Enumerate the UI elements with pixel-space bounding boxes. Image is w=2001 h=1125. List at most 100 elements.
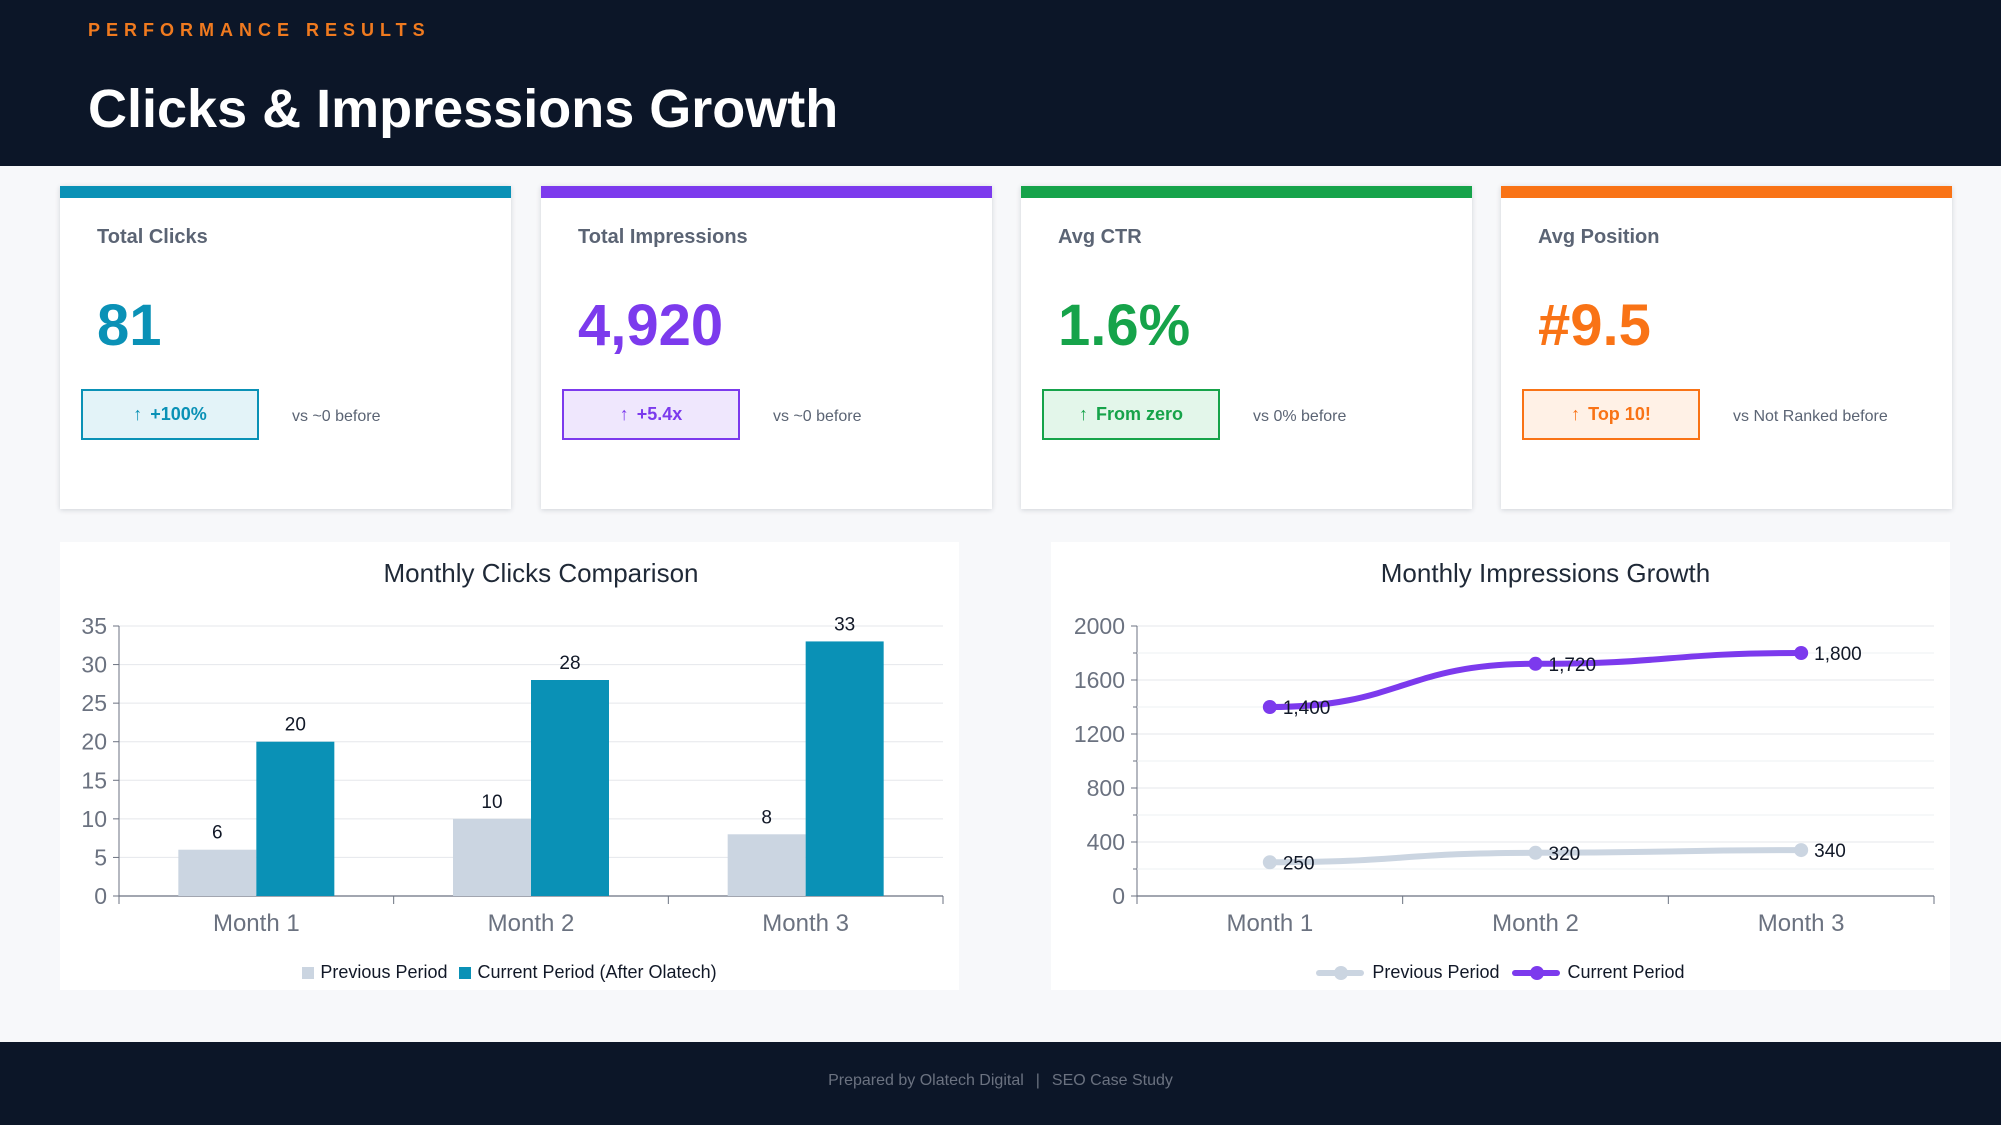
legend-label: Previous Period bbox=[1372, 962, 1500, 982]
data-label: 6 bbox=[212, 823, 223, 844]
change-badge: ↑ +100% bbox=[81, 389, 259, 440]
chart-title: Monthly Clicks Comparison bbox=[384, 558, 699, 588]
y-tick-label: 20 bbox=[81, 729, 107, 755]
section-eyebrow: PERFORMANCE RESULTS bbox=[88, 20, 431, 40]
bar bbox=[178, 849, 257, 896]
card-accent-bar bbox=[1501, 186, 1952, 198]
x-tick-label: Month 2 bbox=[1492, 910, 1579, 937]
change-badge: ↑ Top 10! bbox=[1522, 389, 1700, 440]
data-label: 250 bbox=[1283, 853, 1315, 874]
metric-label: Avg Position bbox=[1538, 226, 1660, 248]
comparison-note: vs ~0 before bbox=[292, 408, 381, 425]
card-accent-bar bbox=[1021, 186, 1472, 198]
legend-item-current: Current Period (After Olatech) bbox=[459, 962, 717, 983]
metric-card-impressions: Total Impressions 4,920 ↑ +5.4x vs ~0 bef… bbox=[541, 186, 992, 509]
legend-item-previous: Previous Period bbox=[1316, 962, 1500, 983]
chart-legend: Previous Period Current Period bbox=[1051, 962, 1950, 983]
metric-card-ctr: Avg CTR 1.6% ↑ From zero vs 0% before bbox=[1021, 186, 1472, 509]
y-tick-label: 400 bbox=[1087, 829, 1125, 855]
x-tick-label: Month 3 bbox=[1758, 910, 1845, 937]
metric-label: Total Clicks bbox=[97, 226, 208, 248]
x-tick-label: Month 3 bbox=[762, 910, 849, 937]
comparison-note: vs 0% before bbox=[1253, 408, 1347, 425]
chart-legend: Previous Period Current Period (After Ol… bbox=[60, 962, 959, 983]
y-tick-label: 800 bbox=[1087, 775, 1125, 801]
footer-text: Prepared by Olatech Digital | SEO Case Stu… bbox=[0, 1072, 2001, 1090]
impressions-chart-panel: Monthly Impressions Growth 0 400 800 1200 160… bbox=[1051, 542, 1950, 990]
data-label: 20 bbox=[285, 715, 306, 736]
comparison-note: vs Not Ranked before bbox=[1733, 408, 1888, 425]
x-tick-label: Month 1 bbox=[1226, 910, 1313, 937]
data-label: 1,400 bbox=[1283, 698, 1331, 719]
x-tick-label: Month 1 bbox=[213, 910, 300, 937]
card-accent-bar bbox=[541, 186, 992, 198]
legend-label: Current Period (After Olatech) bbox=[477, 962, 717, 982]
footer-credit: Prepared by Olatech Digital bbox=[828, 1072, 1024, 1089]
change-badge: ↑ From zero bbox=[1042, 389, 1220, 440]
data-label: 1,720 bbox=[1549, 655, 1597, 676]
badge-text: +5.4x bbox=[636, 404, 683, 424]
footer-study: SEO Case Study bbox=[1051, 1072, 1173, 1089]
metric-label: Total Impressions bbox=[578, 226, 748, 248]
y-tick-label: 25 bbox=[81, 690, 107, 716]
comparison-note: vs ~0 before bbox=[773, 408, 862, 425]
legend-label: Current Period bbox=[1567, 962, 1685, 982]
legend-swatch bbox=[302, 966, 315, 979]
metric-card-clicks: Total Clicks 81 ↑ +100% vs ~0 before bbox=[60, 186, 511, 509]
clicks-chart-panel: Monthly Clicks Comparison 0 5 10 15 20 25 30 35 M… bbox=[60, 542, 959, 990]
y-tick-label: 15 bbox=[81, 767, 107, 793]
data-point bbox=[1528, 845, 1543, 860]
bar bbox=[727, 834, 806, 896]
arrow-up-icon: ↑ bbox=[619, 404, 629, 424]
y-tick-label: 0 bbox=[1112, 883, 1125, 909]
legend-label: Previous Period bbox=[320, 962, 448, 982]
y-tick-label: 1200 bbox=[1074, 721, 1125, 747]
bar bbox=[531, 680, 609, 896]
arrow-up-icon: ↑ bbox=[133, 404, 143, 424]
bar bbox=[453, 818, 531, 896]
data-point bbox=[1528, 656, 1543, 671]
badge-text: Top 10! bbox=[1588, 404, 1651, 424]
data-point bbox=[1262, 700, 1277, 714]
metric-value: 81 bbox=[97, 293, 162, 358]
data-point bbox=[1262, 855, 1277, 870]
y-tick-label: 1600 bbox=[1074, 667, 1125, 693]
metric-label: Avg CTR bbox=[1058, 226, 1142, 248]
bar bbox=[805, 641, 884, 896]
legend-item-current: Current Period bbox=[1511, 962, 1685, 983]
badge-text: From zero bbox=[1095, 404, 1183, 424]
legend-marker bbox=[1529, 965, 1544, 980]
page-title: Clicks & Impressions Growth bbox=[88, 79, 839, 139]
change-badge: ↑ +5.4x bbox=[562, 389, 740, 440]
impressions-line-chart: Monthly Impressions Growth 0 400 800 1200 160… bbox=[1074, 558, 1935, 937]
metric-card-position: Avg Position #9.5 ↑ Top 10! vs Not Ranked… bbox=[1501, 186, 1952, 509]
y-tick-label: 35 bbox=[81, 613, 107, 639]
arrow-up-icon: ↑ bbox=[1571, 404, 1581, 424]
x-tick-label: Month 2 bbox=[488, 910, 575, 937]
legend-swatch bbox=[1511, 965, 1560, 980]
metric-value: 1.6% bbox=[1058, 293, 1191, 358]
metric-value: #9.5 bbox=[1538, 293, 1651, 358]
footer: Prepared by Olatech Digital | SEO Case Stu… bbox=[0, 1042, 2001, 1125]
legend-swatch bbox=[1316, 965, 1365, 980]
y-tick-label: 10 bbox=[81, 806, 107, 832]
legend-swatch bbox=[459, 966, 472, 979]
data-point bbox=[1794, 646, 1809, 660]
chart-title: Monthly Impressions Growth bbox=[1381, 558, 1710, 588]
data-point bbox=[1794, 843, 1809, 858]
data-label: 33 bbox=[834, 614, 855, 635]
header: PERFORMANCE RESULTS Clicks & Impressions… bbox=[0, 0, 2001, 166]
data-label: 10 bbox=[481, 792, 502, 813]
bar bbox=[256, 741, 335, 896]
metric-value: 4,920 bbox=[578, 293, 724, 358]
legend-item-previous: Previous Period bbox=[302, 962, 447, 983]
data-label: 28 bbox=[559, 653, 580, 674]
data-label: 1,800 bbox=[1814, 644, 1862, 665]
data-label: 340 bbox=[1814, 841, 1846, 862]
arrow-up-icon: ↑ bbox=[1078, 404, 1088, 424]
footer-separator: | bbox=[1035, 1072, 1040, 1089]
data-label: 8 bbox=[761, 807, 772, 828]
y-tick-label: 2000 bbox=[1074, 613, 1125, 639]
y-tick-label: 0 bbox=[94, 883, 107, 909]
data-label: 320 bbox=[1549, 844, 1581, 865]
